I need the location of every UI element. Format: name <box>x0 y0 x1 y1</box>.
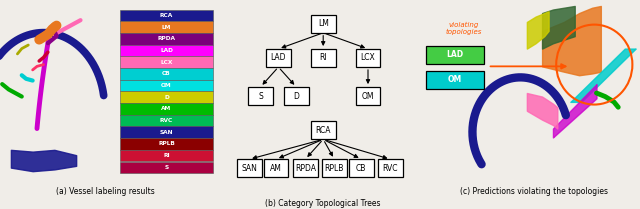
Bar <box>120 33 213 45</box>
FancyBboxPatch shape <box>349 159 374 177</box>
Bar <box>120 92 213 103</box>
FancyBboxPatch shape <box>426 46 484 64</box>
Text: LM: LM <box>162 25 171 30</box>
Text: (b) Category Topological Trees: (b) Category Topological Trees <box>266 199 381 208</box>
Text: RVC: RVC <box>160 118 173 123</box>
Bar <box>120 56 213 68</box>
Text: S: S <box>164 165 168 170</box>
Bar <box>120 68 213 80</box>
FancyBboxPatch shape <box>311 49 335 67</box>
FancyBboxPatch shape <box>311 121 335 139</box>
Text: OM: OM <box>161 83 172 88</box>
Text: RI: RI <box>319 54 327 62</box>
Text: SAN: SAN <box>241 164 257 173</box>
Text: LAD: LAD <box>447 50 463 59</box>
FancyBboxPatch shape <box>248 87 273 105</box>
Bar <box>120 115 213 126</box>
FancyBboxPatch shape <box>378 159 403 177</box>
Text: RPLB: RPLB <box>158 141 175 146</box>
Bar <box>120 150 213 161</box>
Text: RI: RI <box>163 153 170 158</box>
Text: AM: AM <box>270 164 282 173</box>
Bar <box>120 80 213 91</box>
FancyBboxPatch shape <box>356 87 380 105</box>
FancyBboxPatch shape <box>264 159 289 177</box>
Bar <box>120 45 213 56</box>
Text: LCX: LCX <box>360 54 376 62</box>
FancyBboxPatch shape <box>356 49 380 67</box>
Text: OM: OM <box>448 75 462 84</box>
FancyBboxPatch shape <box>237 159 262 177</box>
Bar <box>120 126 213 138</box>
FancyBboxPatch shape <box>311 15 335 33</box>
Text: LM: LM <box>318 19 328 28</box>
FancyBboxPatch shape <box>266 49 291 67</box>
Text: LAD: LAD <box>271 54 286 62</box>
Text: OM: OM <box>362 92 374 101</box>
FancyBboxPatch shape <box>426 71 484 89</box>
Bar <box>120 138 213 150</box>
Text: (a) Vessel labeling results: (a) Vessel labeling results <box>56 187 155 196</box>
Text: CB: CB <box>162 71 171 76</box>
Text: LCX: LCX <box>160 60 173 65</box>
FancyBboxPatch shape <box>284 87 308 105</box>
Text: violating
topologies: violating topologies <box>445 22 482 35</box>
Text: RCA: RCA <box>316 126 331 135</box>
FancyBboxPatch shape <box>322 159 347 177</box>
Bar <box>120 10 213 21</box>
Text: AM: AM <box>161 106 172 111</box>
Text: SAN: SAN <box>160 130 173 135</box>
Text: D: D <box>293 92 300 101</box>
Bar <box>120 21 213 33</box>
Bar <box>120 162 213 173</box>
Text: (c) Predictions violating the topologies: (c) Predictions violating the topologies <box>460 187 609 196</box>
Text: RPDA: RPDA <box>295 164 316 173</box>
Text: LAD: LAD <box>160 48 173 53</box>
Bar <box>120 103 213 115</box>
Text: S: S <box>258 92 263 101</box>
FancyBboxPatch shape <box>293 159 317 177</box>
Text: CB: CB <box>356 164 367 173</box>
Text: RCA: RCA <box>160 13 173 18</box>
Text: RPLB: RPLB <box>324 164 344 173</box>
Text: RPDA: RPDA <box>157 36 175 41</box>
Text: RVC: RVC <box>383 164 398 173</box>
Text: D: D <box>164 95 169 100</box>
